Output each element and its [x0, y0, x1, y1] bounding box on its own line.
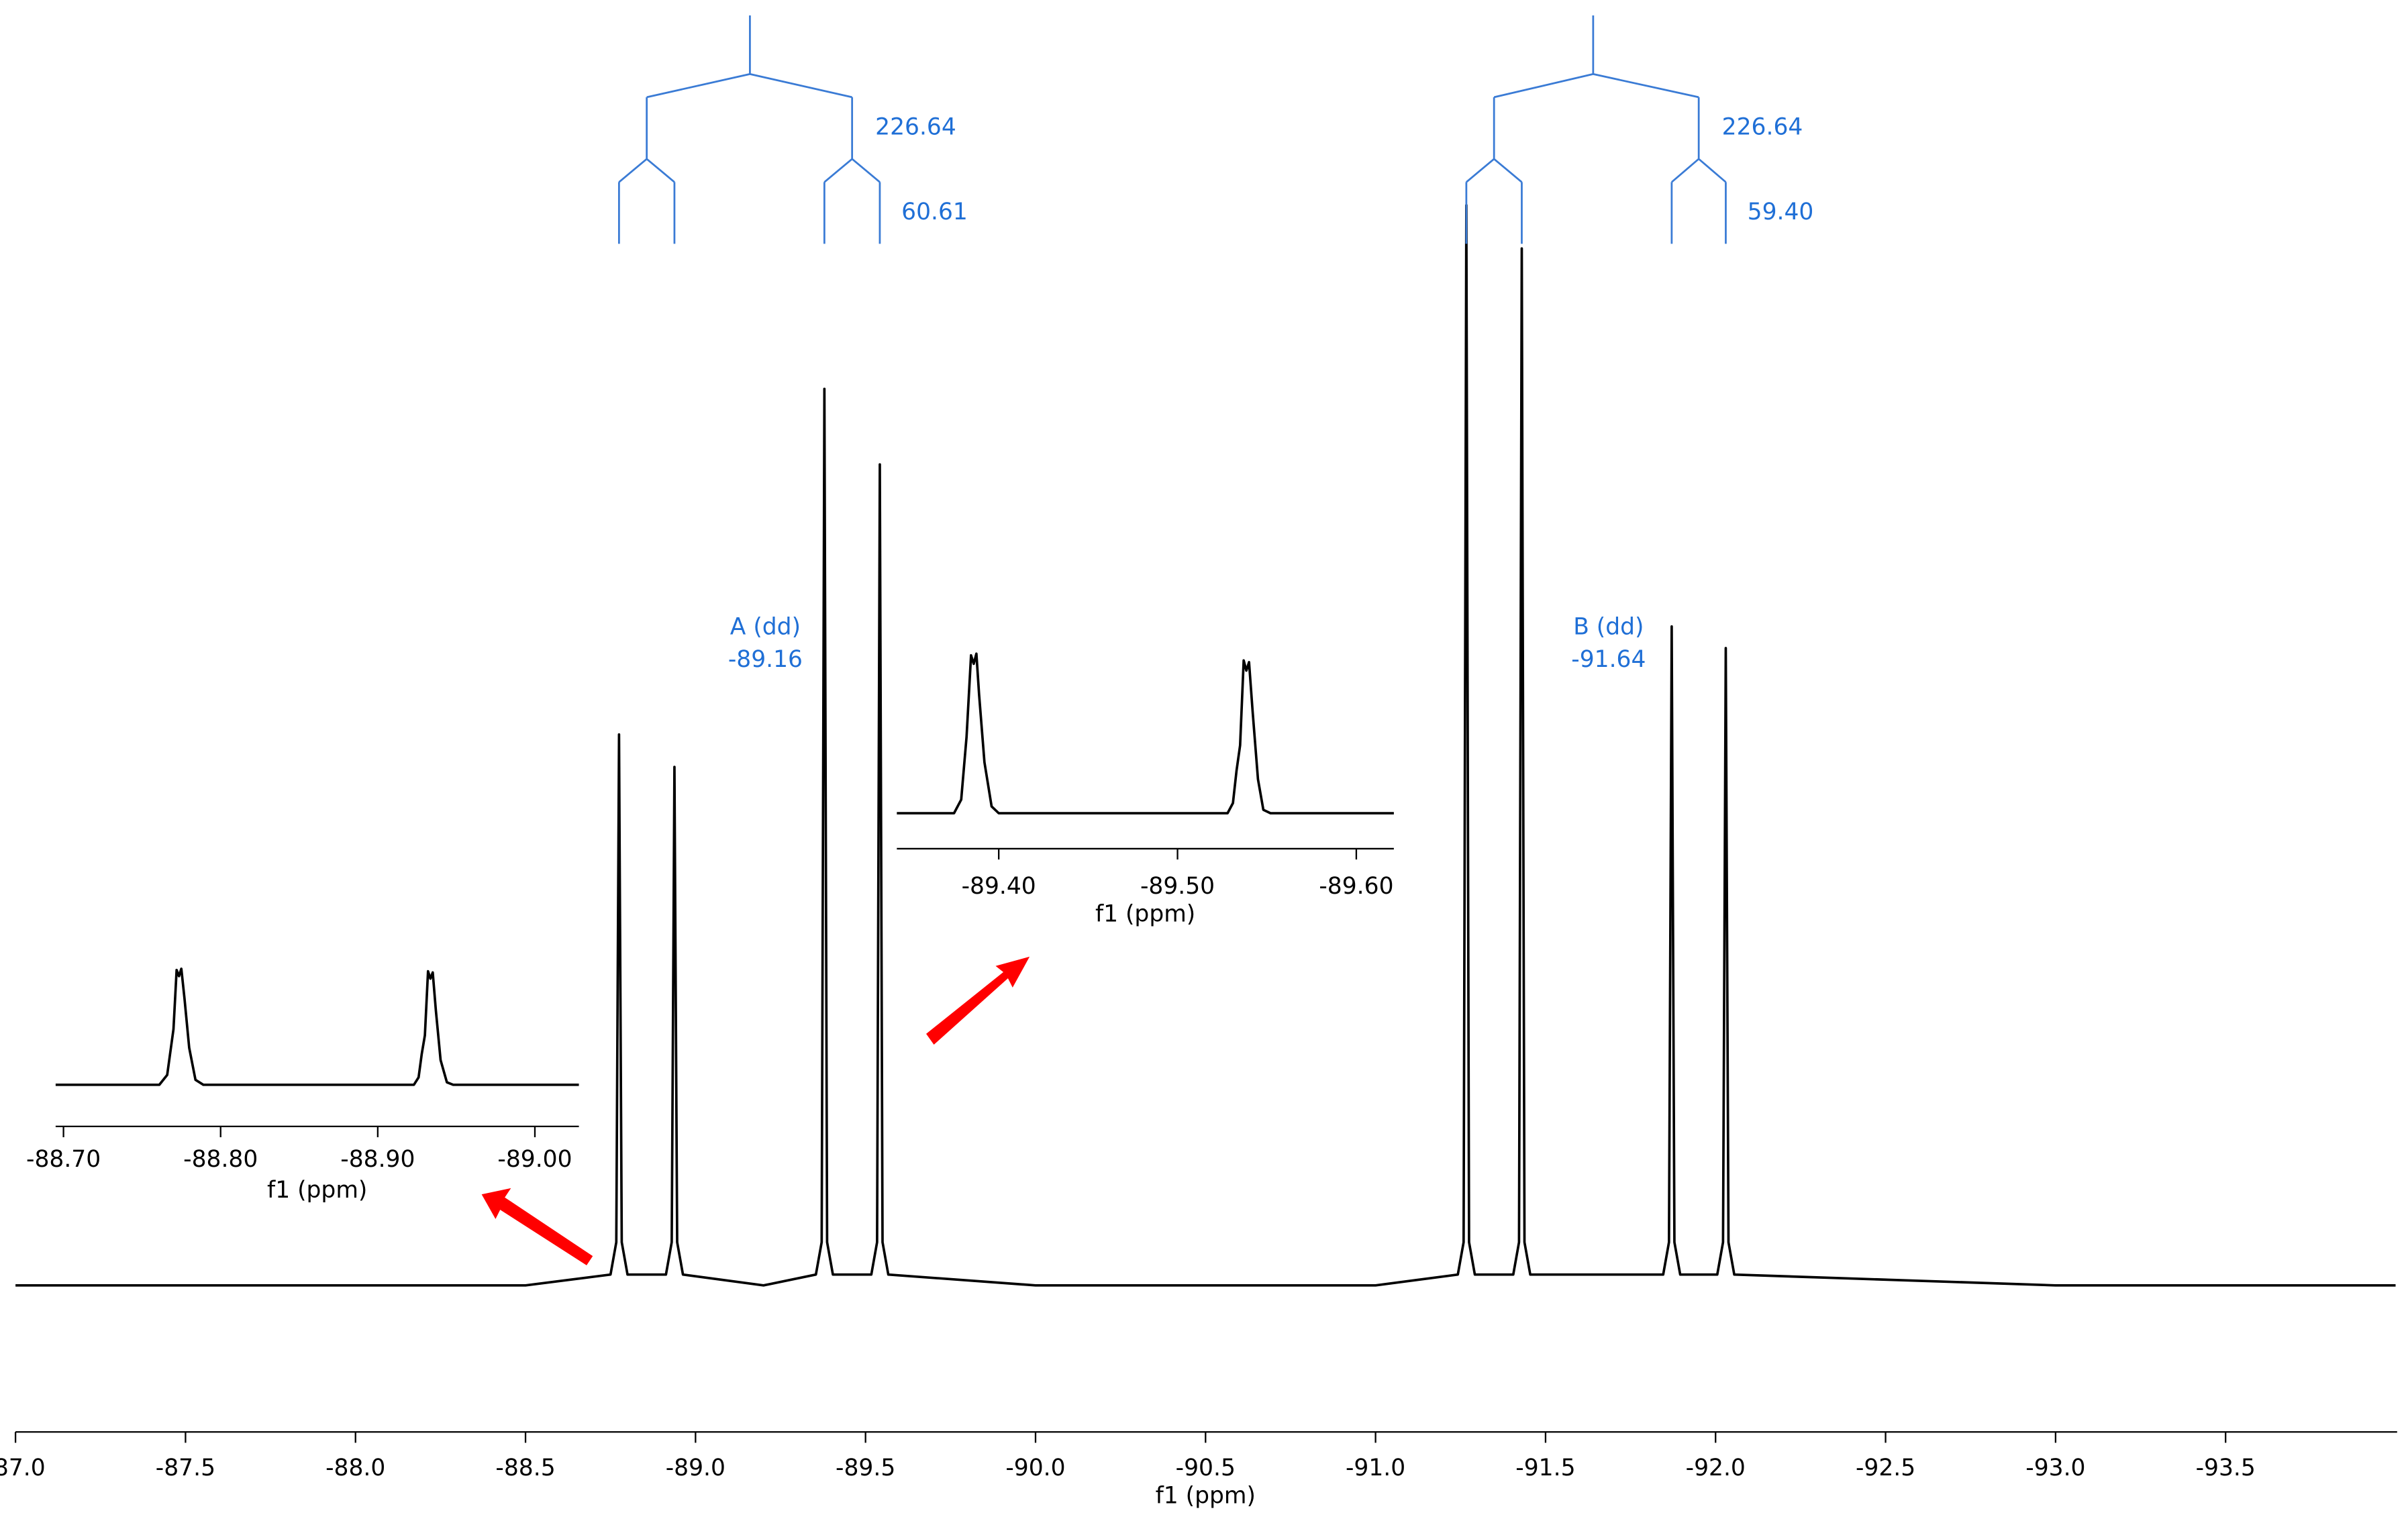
x-axis-label: f1 (ppm) [1156, 1482, 1256, 1509]
x-tick-label: -93.5 [2196, 1455, 2256, 1481]
coupling-tree [646, 158, 675, 183]
multiplet-label: B (dd) [1573, 614, 1644, 641]
coupling-tree [1670, 158, 1700, 183]
x-tick-label: -88.0 [325, 1455, 385, 1481]
coupling-tree [1593, 73, 1699, 99]
x-tick-label: -92.5 [1856, 1455, 1915, 1481]
x-tick-label: -87.0 [0, 1455, 46, 1481]
coupling-label: 60.61 [901, 199, 968, 225]
x-axis-label: f1 (ppm) [1095, 900, 1195, 927]
x-tick-label: -91.5 [1515, 1455, 1575, 1481]
coupling-tree [823, 158, 853, 183]
multiplet-shift: -91.64 [1571, 646, 1646, 673]
x-tick-label: -90.5 [1176, 1455, 1236, 1481]
coupling-tree [1493, 73, 1594, 99]
x-tick-label: -90.0 [1005, 1455, 1065, 1481]
coupling-label: 226.64 [875, 113, 956, 140]
coupling-tree [1466, 158, 1495, 183]
coupling-label: 59.40 [1748, 199, 1814, 225]
x-tick-label: -87.5 [156, 1455, 215, 1481]
arrow [926, 956, 1030, 1045]
x-tick-label: -89.40 [962, 873, 1036, 900]
multiplet-shift: -89.16 [728, 646, 803, 673]
x-tick-label: -88.90 [340, 1146, 415, 1173]
coupling-tree [1698, 158, 1727, 183]
spectrum-line [897, 652, 1394, 815]
x-tick-label: -89.50 [1140, 873, 1215, 900]
x-tick-label: -89.00 [497, 1146, 572, 1173]
coupling-tree [618, 158, 648, 183]
x-tick-label: -89.0 [666, 1455, 725, 1481]
coupling-label: 226.64 [1722, 113, 1803, 140]
x-tick-label: -88.80 [183, 1146, 258, 1173]
x-tick-label: -89.5 [836, 1455, 895, 1481]
spectrum-line [15, 204, 2396, 1287]
x-tick-label: -92.0 [1686, 1455, 1746, 1481]
coupling-tree [750, 73, 852, 99]
spectrum-line [55, 967, 579, 1086]
x-axis-label: f1 (ppm) [267, 1177, 367, 1204]
arrow [481, 1188, 593, 1265]
coupling-tree [1493, 158, 1523, 183]
coupling-tree [851, 158, 881, 183]
x-tick-label: -91.0 [1346, 1455, 1405, 1481]
x-tick-label: -93.0 [2025, 1455, 2085, 1481]
x-tick-label: -88.70 [26, 1146, 101, 1173]
coupling-tree [646, 73, 750, 99]
x-tick-label: -89.60 [1319, 873, 1393, 900]
x-tick-label: -88.5 [495, 1455, 555, 1481]
multiplet-label: A (dd) [730, 614, 801, 641]
